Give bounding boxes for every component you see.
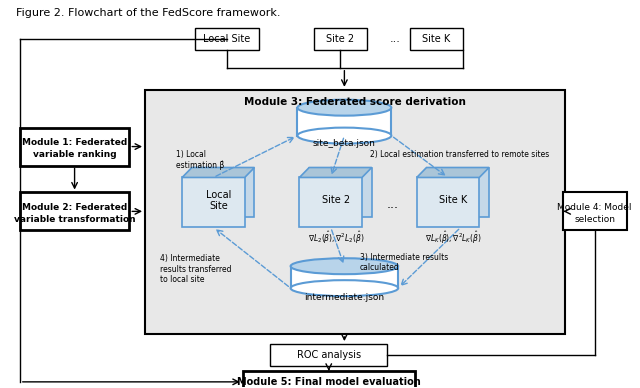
Text: Module 5: Final model evaluation: Module 5: Final model evaluation	[237, 377, 420, 387]
Polygon shape	[291, 266, 398, 288]
Polygon shape	[417, 168, 489, 177]
Ellipse shape	[291, 258, 398, 274]
Text: Module 2: Federated: Module 2: Federated	[22, 203, 127, 212]
Text: intermediate.json: intermediate.json	[305, 293, 385, 301]
Ellipse shape	[298, 128, 391, 144]
Polygon shape	[182, 177, 244, 227]
FancyBboxPatch shape	[314, 28, 367, 50]
FancyBboxPatch shape	[20, 128, 129, 166]
FancyBboxPatch shape	[195, 28, 259, 50]
Text: selection: selection	[574, 215, 615, 224]
Text: variable transformation: variable transformation	[14, 215, 136, 224]
Text: ...: ...	[390, 34, 401, 44]
FancyBboxPatch shape	[270, 344, 387, 366]
Text: 1) Local
estimation β̂: 1) Local estimation β̂	[176, 149, 225, 170]
Text: Module 3: Federated score derivation: Module 3: Federated score derivation	[244, 97, 466, 107]
Text: site_beta.json: site_beta.json	[313, 139, 376, 148]
Polygon shape	[300, 177, 362, 227]
Polygon shape	[417, 177, 479, 227]
Ellipse shape	[298, 100, 391, 116]
Text: Figure 2. Flowchart of the FedScore framework.: Figure 2. Flowchart of the FedScore fram…	[16, 8, 280, 18]
FancyBboxPatch shape	[410, 28, 463, 50]
Text: 2) Local estimation transferred to remote sites: 2) Local estimation transferred to remot…	[370, 150, 549, 159]
Polygon shape	[426, 168, 489, 217]
Text: Local
Site: Local Site	[205, 190, 231, 211]
FancyBboxPatch shape	[563, 192, 627, 230]
Polygon shape	[298, 108, 391, 135]
Text: variable ranking: variable ranking	[33, 150, 116, 159]
Polygon shape	[300, 168, 372, 177]
Text: $\nabla L_2(\hat{\beta}), \nabla^2 L_2(\hat{\beta})$: $\nabla L_2(\hat{\beta}), \nabla^2 L_2(\…	[308, 229, 365, 246]
FancyBboxPatch shape	[20, 192, 129, 230]
Text: Site 2: Site 2	[321, 196, 349, 205]
Text: 3) Intermediate results
calculated: 3) Intermediate results calculated	[360, 253, 448, 272]
Text: Site K: Site K	[422, 34, 451, 44]
Text: Site 2: Site 2	[326, 34, 355, 44]
Text: ROC analysis: ROC analysis	[297, 350, 361, 360]
Polygon shape	[309, 168, 372, 217]
FancyBboxPatch shape	[243, 371, 415, 388]
Text: 4) Intermediate
results transferred
to local site: 4) Intermediate results transferred to l…	[159, 254, 231, 284]
FancyBboxPatch shape	[145, 90, 565, 334]
Text: Site K: Site K	[439, 196, 467, 205]
Text: ...: ...	[387, 198, 398, 211]
Text: $\nabla L_K(\hat{\beta}), \nabla^2 L_K(\hat{\beta})$: $\nabla L_K(\hat{\beta}), \nabla^2 L_K(\…	[426, 229, 483, 246]
Text: Module 1: Federated: Module 1: Federated	[22, 138, 127, 147]
Polygon shape	[192, 168, 255, 217]
Ellipse shape	[291, 280, 398, 296]
Polygon shape	[182, 168, 255, 177]
Text: Local Site: Local Site	[204, 34, 251, 44]
Text: Module 4: Model: Module 4: Model	[557, 203, 632, 212]
